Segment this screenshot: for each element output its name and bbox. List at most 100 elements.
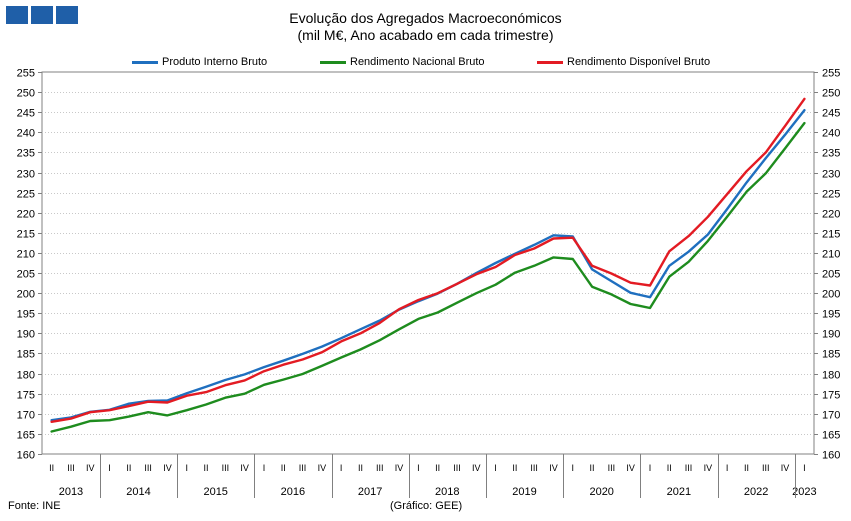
y-tick-label-left: 225 bbox=[17, 189, 35, 201]
x-quarter-label: IV bbox=[240, 463, 249, 473]
legend-swatch-pib bbox=[132, 60, 158, 64]
x-quarter-label: II bbox=[358, 463, 363, 473]
y-tick-label-left: 190 bbox=[17, 329, 35, 341]
y-tick-label-right: 180 bbox=[822, 370, 840, 382]
series-line-rdb bbox=[50, 97, 806, 423]
x-year-label: 2014 bbox=[126, 486, 150, 498]
y-tick-label-right: 225 bbox=[822, 189, 840, 201]
y-tick-label-right: 245 bbox=[822, 108, 840, 120]
y-tick-label-left: 230 bbox=[17, 169, 35, 181]
gee-logo bbox=[6, 6, 78, 24]
y-tick-label-right: 165 bbox=[822, 430, 840, 442]
x-quarter-label: IV bbox=[395, 463, 404, 473]
chart-title: Evolução dos Agregados Macroeconómicos bbox=[289, 10, 562, 26]
x-quarter-label: III bbox=[608, 463, 616, 473]
x-quarter-label: I bbox=[263, 463, 266, 473]
legend-item-pib: Produto Interno Bruto bbox=[132, 56, 267, 68]
x-quarter-label: III bbox=[376, 463, 384, 473]
legend-swatch-rnb bbox=[320, 60, 346, 64]
y-tick-label-left: 240 bbox=[17, 128, 35, 140]
x-quarter-label: IV bbox=[86, 463, 95, 473]
y-tick-label-right: 195 bbox=[822, 309, 840, 321]
y-tick-label-left: 195 bbox=[17, 309, 35, 321]
y-tick-label-left: 235 bbox=[17, 148, 35, 160]
x-quarter-label: II bbox=[512, 463, 517, 473]
x-quarter-label: IV bbox=[318, 463, 327, 473]
x-quarter-label: II bbox=[204, 463, 209, 473]
x-quarter-label: II bbox=[281, 463, 286, 473]
x-quarter-label: III bbox=[144, 463, 152, 473]
y-tick-label-right: 190 bbox=[822, 329, 840, 341]
x-year-label: 2022 bbox=[744, 486, 768, 498]
y-tick-label-right: 200 bbox=[822, 289, 840, 301]
y-tick-label-left: 160 bbox=[17, 450, 35, 462]
x-quarter-label: II bbox=[49, 463, 54, 473]
chart-legend: Produto Interno Bruto Rendimento Naciona… bbox=[0, 56, 851, 72]
x-quarter-label: II bbox=[667, 463, 672, 473]
x-year-label: 2020 bbox=[589, 486, 613, 498]
y-tick-label-left: 250 bbox=[17, 88, 35, 100]
x-quarter-label: III bbox=[222, 463, 230, 473]
x-quarter-label: I bbox=[185, 463, 188, 473]
x-quarter-label: I bbox=[803, 463, 806, 473]
x-quarter-label: I bbox=[494, 463, 497, 473]
x-year-label: 2015 bbox=[203, 486, 227, 498]
logo-block-3 bbox=[56, 6, 78, 24]
legend-label-pib: Produto Interno Bruto bbox=[162, 56, 268, 68]
x-quarter-label: I bbox=[417, 463, 420, 473]
chart-credit: (Gráfico: GEE) bbox=[390, 500, 463, 512]
legend-swatch-rdb bbox=[537, 60, 563, 64]
y-tick-label-left: 200 bbox=[17, 289, 35, 301]
legend-label-rdb: Rendimento Disponível Bruto bbox=[567, 56, 711, 68]
x-quarter-label: IV bbox=[626, 463, 635, 473]
y-tick-label-right: 160 bbox=[822, 450, 840, 462]
y-tick-label-right: 215 bbox=[822, 229, 840, 241]
x-quarter-label: II bbox=[435, 463, 440, 473]
x-quarter-label: III bbox=[762, 463, 770, 473]
x-quarter-label: II bbox=[744, 463, 749, 473]
x-quarter-label: IV bbox=[163, 463, 172, 473]
x-quarter-label: I bbox=[649, 463, 652, 473]
x-quarter-label: I bbox=[108, 463, 111, 473]
y-tick-label-right: 175 bbox=[822, 390, 840, 402]
y-tick-label-right: 185 bbox=[822, 349, 840, 361]
plot-frame bbox=[41, 71, 815, 455]
chart-subtitle: (mil M€, Ano acabado em cada trimestre) bbox=[297, 27, 554, 43]
x-quarter-label: IV bbox=[549, 463, 558, 473]
x-year-label: 2017 bbox=[358, 486, 382, 498]
source-note: Fonte: INE bbox=[8, 500, 61, 512]
x-year-label: 2019 bbox=[512, 486, 536, 498]
legend-label-rnb: Rendimento Nacional Bruto bbox=[350, 56, 485, 68]
y-tick-label-left: 215 bbox=[17, 229, 35, 241]
x-quarter-label: IV bbox=[704, 463, 713, 473]
y-tick-label-right: 250 bbox=[822, 88, 840, 100]
logo-block-1 bbox=[6, 6, 28, 24]
x-quarter-label: II bbox=[126, 463, 131, 473]
legend-item-rnb: Rendimento Nacional Bruto bbox=[320, 56, 485, 68]
legend-item-rdb: Rendimento Disponível Bruto bbox=[537, 56, 710, 68]
y-tick-label-right: 230 bbox=[822, 169, 840, 181]
y-tick-label-right: 210 bbox=[822, 249, 840, 261]
y-tick-label-left: 180 bbox=[17, 370, 35, 382]
y-tick-label-left: 205 bbox=[17, 269, 35, 281]
y-tick-label-left: 165 bbox=[17, 430, 35, 442]
y-tick-label-left: 185 bbox=[17, 349, 35, 361]
x-quarter-label: III bbox=[453, 463, 461, 473]
x-quarter-label: I bbox=[726, 463, 729, 473]
y-tick-label-right: 205 bbox=[822, 269, 840, 281]
y-tick-label-left: 245 bbox=[17, 108, 35, 120]
series-line-rnb bbox=[50, 121, 806, 433]
y-tick-label-right: 235 bbox=[822, 148, 840, 160]
x-quarter-label: III bbox=[530, 463, 538, 473]
logo-block-2 bbox=[31, 6, 53, 24]
x-year-label: 2021 bbox=[667, 486, 691, 498]
x-year-label: 2018 bbox=[435, 486, 459, 498]
y-tick-label-right: 220 bbox=[822, 209, 840, 221]
y-tick-label-right: 255 bbox=[822, 68, 840, 80]
x-quarter-label: IV bbox=[781, 463, 790, 473]
y-tick-label-left: 210 bbox=[17, 249, 35, 261]
x-quarter-label: III bbox=[299, 463, 307, 473]
y-tick-label-left: 175 bbox=[17, 390, 35, 402]
x-year-label: 2016 bbox=[281, 486, 305, 498]
